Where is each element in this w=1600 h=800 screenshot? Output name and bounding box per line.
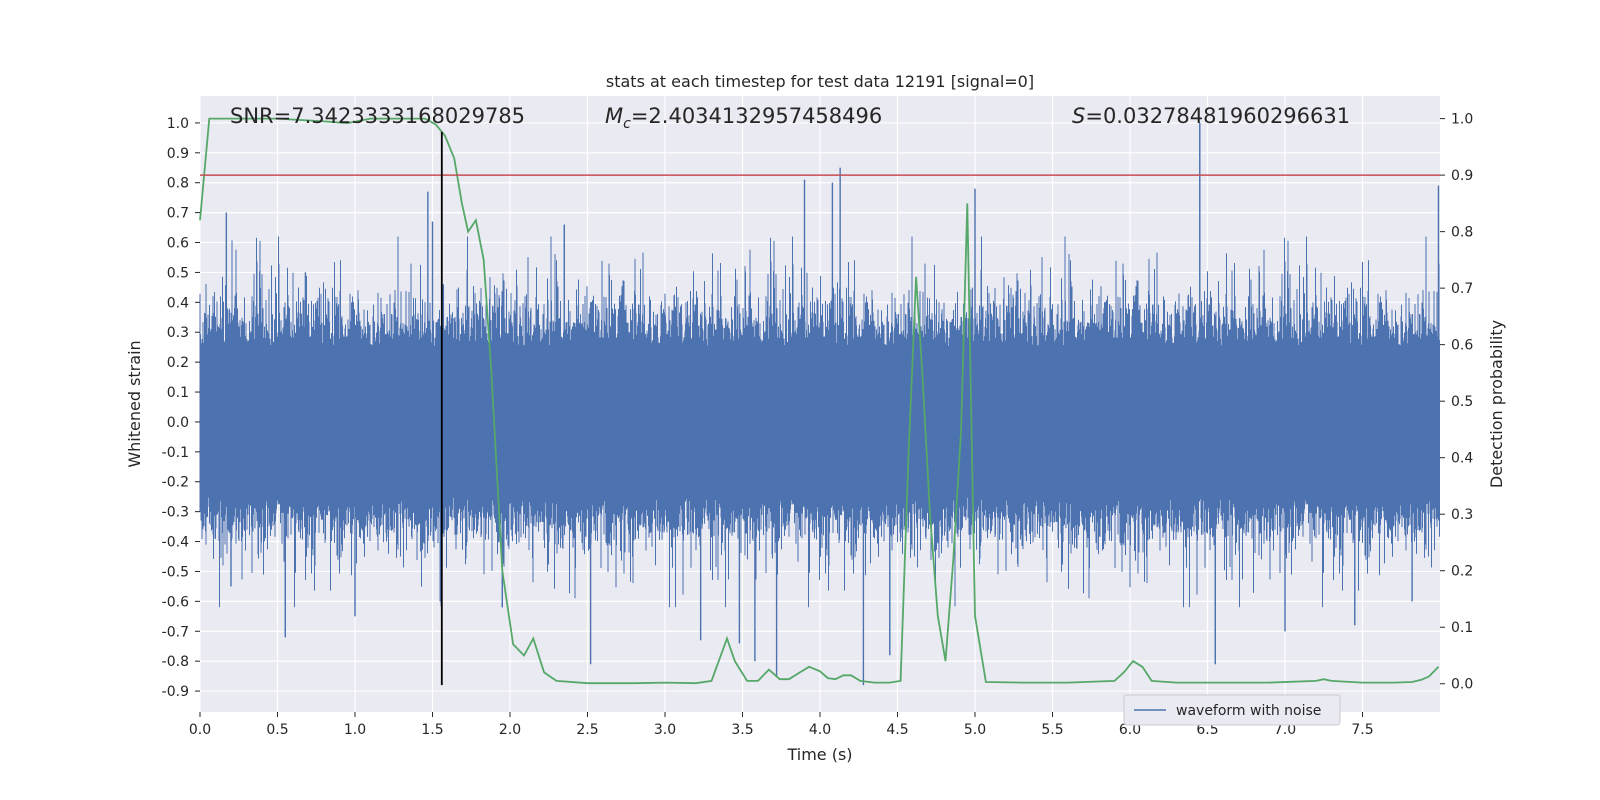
y2-tick-label: 0.4	[1451, 451, 1473, 467]
y-tick-label: 1.0	[167, 116, 189, 132]
chirp-mass-subscript: c	[623, 116, 631, 132]
y-tick-label: 0.7	[167, 206, 189, 222]
x-tick-label: 4.0	[809, 722, 831, 738]
y-tick-label: -0.6	[162, 594, 189, 610]
x-tick-label: 5.0	[964, 722, 986, 738]
y-tick-label: -0.7	[162, 624, 189, 640]
x-tick-label: 3.5	[731, 722, 753, 738]
y-tick-label: 0.8	[167, 176, 189, 192]
y-tick-label: -0.5	[162, 564, 189, 580]
snr-annotation: SNR=7.3423333168029785	[230, 104, 525, 128]
x-tick-label: 3.0	[654, 722, 676, 738]
y2-tick-label: 0.2	[1451, 564, 1473, 580]
detection-probability-series	[199, 117, 1440, 685]
x-tick-label: 4.5	[886, 722, 908, 738]
y2-tick-label: 0.1	[1451, 620, 1473, 636]
chart-title: stats at each timestep for test data 121…	[606, 72, 1034, 91]
x-tick-label: 2.0	[499, 722, 521, 738]
y-tick-label: 0.1	[167, 385, 189, 401]
x-tick-label: 0.0	[189, 722, 211, 738]
s-value: =0.03278481960296631	[1085, 104, 1350, 128]
y2-tick-label: 0.5	[1451, 394, 1473, 410]
y-tick-label: 0.4	[167, 295, 189, 311]
y-tick-label: 0.0	[167, 415, 189, 431]
y-tick-label: -0.4	[162, 535, 189, 551]
legend-label: waveform with noise	[1176, 703, 1321, 719]
x-tick-label: 6.5	[1196, 722, 1218, 738]
x-tick-label: 7.0	[1274, 722, 1296, 738]
plot-content	[199, 117, 1440, 686]
x-tick-label: 2.5	[576, 722, 598, 738]
x-axis-label: Time (s)	[786, 745, 852, 764]
y-tick-label: -0.3	[162, 505, 189, 521]
detection-probability-line	[199, 117, 1440, 685]
left-y-axis-ticks: 1.0 0.9 0.8 0.7 0.6 0.5 0.4 0.3 0.2 0.1 0.0 -0.1 -0.…	[162, 116, 200, 700]
legend-box	[1123, 694, 1341, 726]
y-tick-label: -0.2	[162, 475, 189, 491]
x-tick-label: 6.0	[1119, 722, 1141, 738]
y2-tick-label: 0.7	[1451, 281, 1473, 297]
y-tick-label: 0.2	[167, 355, 189, 371]
y2-tick-label: 0.8	[1451, 225, 1473, 241]
y-axis-label: Whitened strain	[125, 340, 144, 467]
y2-tick-label: 0.0	[1451, 677, 1473, 693]
y-tick-label: -0.1	[162, 445, 189, 461]
y2-tick-label: 1.0	[1451, 112, 1473, 128]
y2-tick-label: 0.6	[1451, 338, 1473, 354]
chirp-mass-symbol: M	[605, 104, 623, 128]
x-tick-label: 0.5	[266, 722, 288, 738]
x-tick-label: 5.5	[1041, 722, 1063, 738]
x-tick-label: 1.0	[344, 722, 366, 738]
y-tick-label: 0.5	[167, 265, 189, 281]
x-axis-ticks: 0.0 0.5 1.0 1.5 2.0 2.5 3.0 3.5 4.0 4.5 5.0 5.5 6.0 6…	[189, 712, 1374, 738]
y2-tick-label: 0.3	[1451, 507, 1473, 523]
s-statistic-annotation: S=0.03278481960296631	[1072, 104, 1350, 128]
y-tick-label: -0.8	[162, 654, 189, 670]
y2-axis-label: Detection probability	[1487, 320, 1506, 488]
y-tick-label: -0.9	[162, 684, 189, 700]
x-tick-label: 1.5	[421, 722, 443, 738]
legend: waveform with noise	[1123, 694, 1341, 726]
x-tick-label: 7.5	[1351, 722, 1373, 738]
y-tick-label: 0.6	[167, 236, 189, 252]
s-symbol: S	[1072, 104, 1085, 128]
y-tick-label: 0.3	[167, 325, 189, 341]
y2-tick-label: 0.9	[1451, 168, 1473, 184]
waveform-with-noise-series	[199, 122, 1440, 686]
chirp-mass-value: =2.4034132957458496	[631, 104, 882, 128]
waveform-trace	[199, 122, 1440, 686]
y-tick-label: 0.9	[167, 146, 189, 162]
right-y-axis-ticks: 1.0 0.9 0.8 0.7 0.6 0.5 0.4 0.3 0.2 0.1 0.0	[1440, 112, 1473, 693]
chirp-mass-annotation: Mc=2.4034132957458496	[605, 104, 882, 132]
